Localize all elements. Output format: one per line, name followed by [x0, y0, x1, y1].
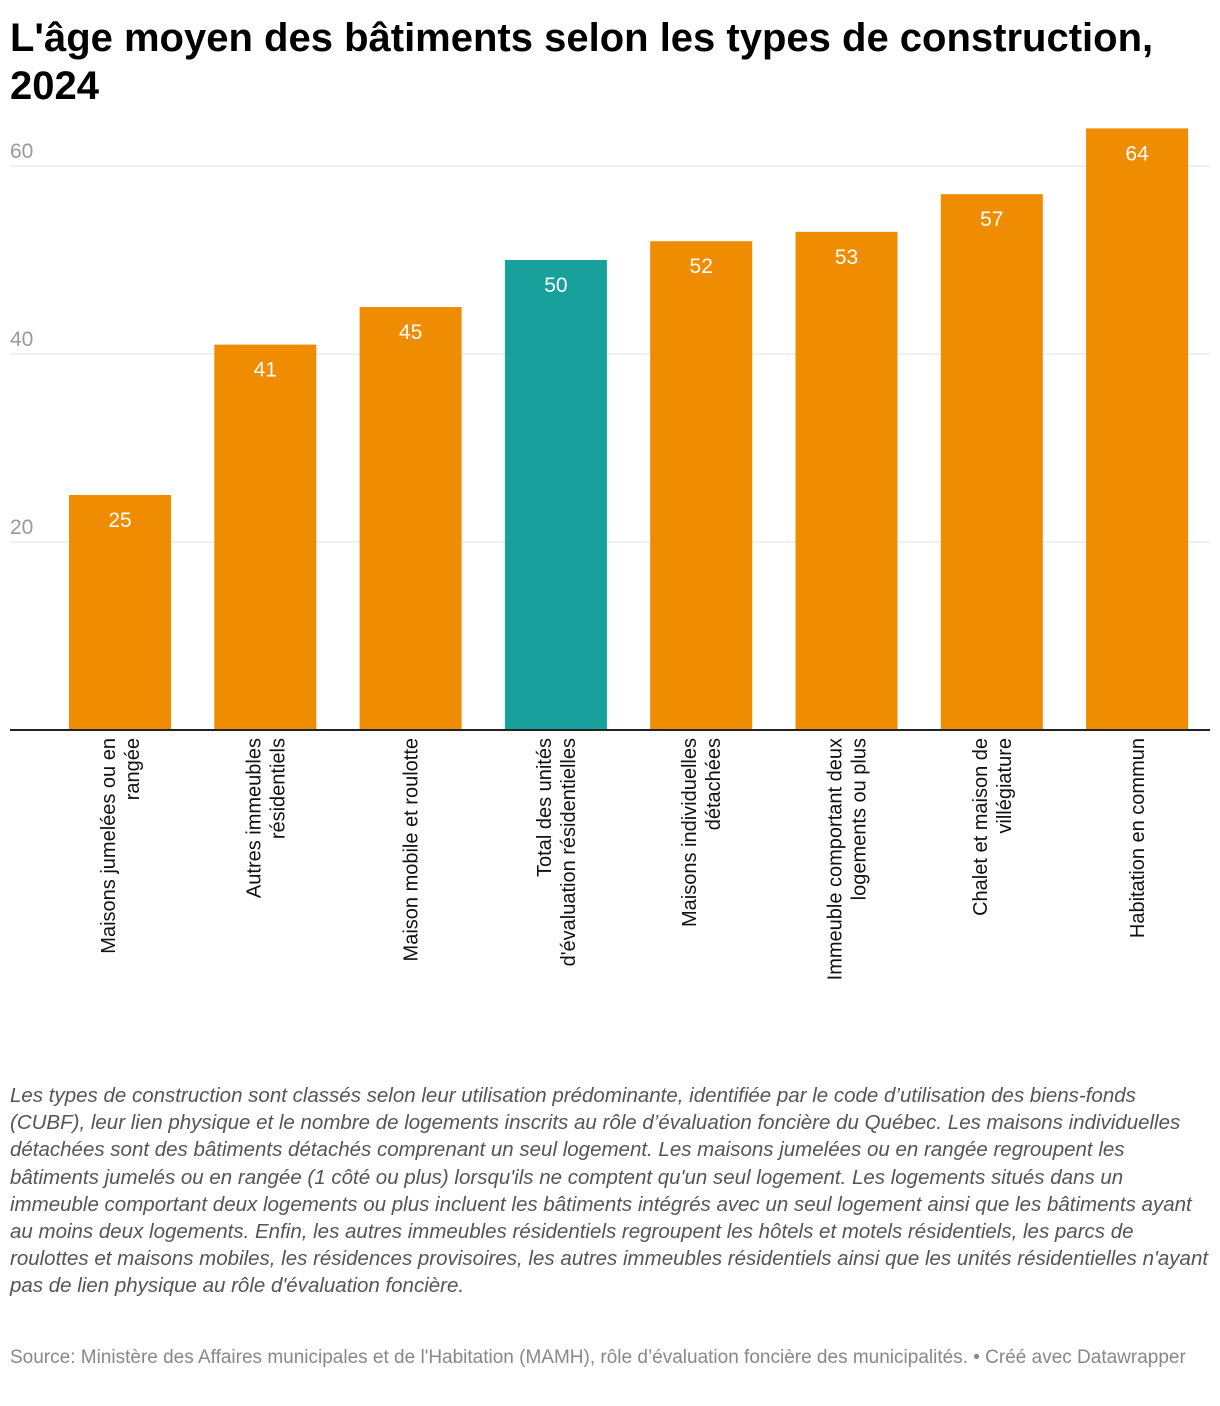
- chart-title: L'âge moyen des bâtiments selon les type…: [10, 16, 1154, 108]
- x-tick-label-line: rangée: [122, 738, 144, 800]
- chart-notes: Les types de construction sont classés s…: [10, 1084, 1209, 1298]
- bar-value-label: 52: [690, 255, 713, 278]
- x-tick-label: Autres immeubles résidentiels: [243, 738, 289, 898]
- x-tick-label: Chalet et maison de villégiature: [970, 738, 1016, 916]
- x-tick-label: Maisons individuelles détachées: [679, 738, 725, 927]
- x-tick-label-line: villégiature: [994, 738, 1016, 834]
- bar: [504, 260, 607, 730]
- bar-value-label: 50: [544, 274, 567, 297]
- x-tick-label-line: logements ou plus: [849, 738, 871, 900]
- bar: [69, 495, 171, 730]
- x-tick-label-line: Habitation en commun: [1127, 738, 1149, 938]
- x-tick-label: Immeuble comportant deux logements ou plu…: [825, 738, 871, 980]
- x-tick-label: Habitation en commun: [1127, 738, 1149, 938]
- x-tick-label: Total des unités d'évaluation résidentiel…: [534, 738, 580, 966]
- y-tick-label: 20: [10, 516, 33, 539]
- value-labels: 25 41 45 50 52 53 57 64: [108, 142, 1149, 532]
- x-tick-label-line: Total des unités: [534, 738, 556, 877]
- x-tick-label: Maisons jumelées ou en rangée: [98, 738, 144, 954]
- bar: [359, 307, 462, 730]
- bar: [940, 194, 1043, 730]
- bar-value-label: 64: [1125, 142, 1149, 165]
- bar-chart: 20 40 60 25 41 45 50 52 53 57 64 Maisons jumelées…: [10, 128, 1210, 980]
- x-tick-label-line: Chalet et maison de: [970, 738, 992, 916]
- y-tick-label: 40: [10, 328, 33, 351]
- x-tick-label-line: détachées: [703, 738, 725, 830]
- x-tick-label: Maison mobile et roulotte: [401, 738, 423, 961]
- bars: [69, 128, 1189, 731]
- bar-value-label: 25: [108, 509, 131, 532]
- bar: [214, 344, 317, 730]
- bar-value-label: 45: [399, 321, 422, 344]
- x-tick-label-line: Immeuble comportant deux: [825, 738, 847, 980]
- x-tick-label-line: Maisons individuelles: [679, 738, 701, 927]
- chart-source: Source: Ministère des Affaires municipal…: [10, 1347, 1186, 1368]
- bar: [795, 231, 898, 731]
- x-tick-label-line: Maison mobile et roulotte: [401, 738, 423, 961]
- x-tick-label-line: Maisons jumelées ou en: [98, 738, 120, 954]
- bar: [650, 241, 753, 730]
- bar-value-label: 57: [980, 208, 1003, 231]
- bar-value-label: 41: [254, 359, 277, 382]
- bar-value-label: 53: [835, 246, 858, 269]
- y-tick-label: 60: [10, 140, 33, 163]
- category-labels: Maisons jumelées ou en rangée Autres immeu…: [98, 738, 1149, 980]
- bar: [1086, 128, 1189, 730]
- x-tick-label-line: résidentiels: [267, 738, 289, 839]
- x-tick-label-line: d'évaluation résidentielles: [558, 738, 580, 966]
- x-tick-label-line: Autres immeubles: [243, 738, 265, 898]
